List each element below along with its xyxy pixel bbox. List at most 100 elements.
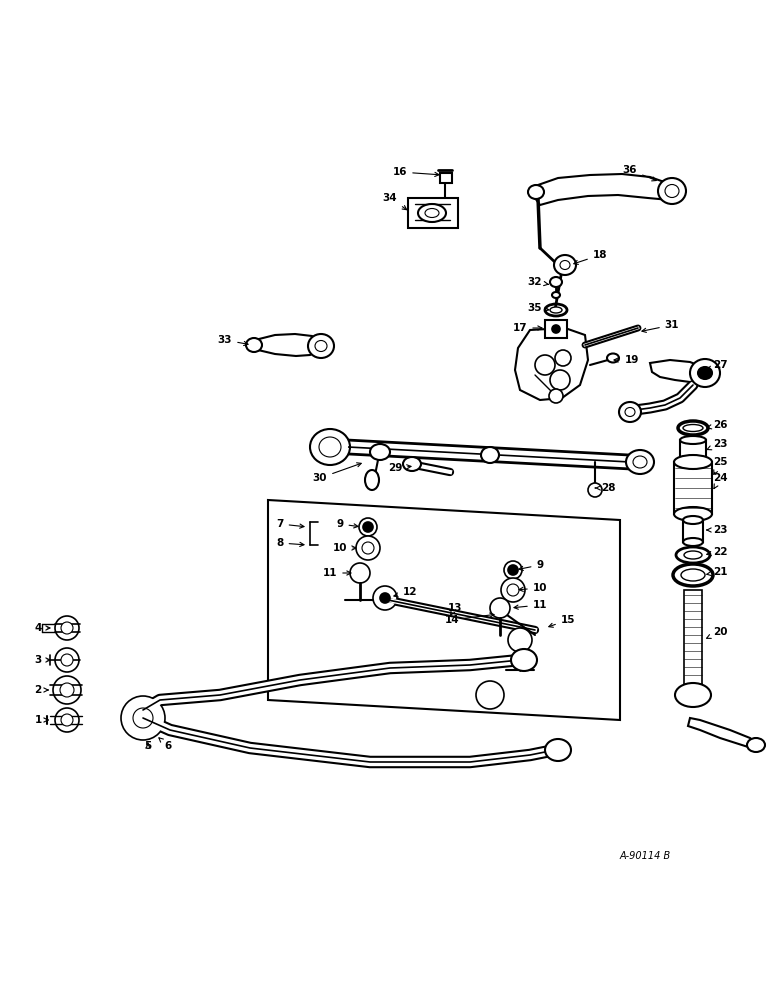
Text: 3: 3 — [35, 655, 50, 665]
Bar — [674, 462, 712, 514]
Circle shape — [476, 681, 504, 709]
Ellipse shape — [418, 204, 446, 222]
Text: 32: 32 — [528, 277, 548, 287]
Text: 10: 10 — [519, 583, 547, 593]
Text: 20: 20 — [706, 627, 727, 638]
Text: 23: 23 — [707, 525, 727, 535]
Ellipse shape — [481, 447, 499, 463]
Circle shape — [380, 593, 390, 603]
Circle shape — [508, 565, 518, 575]
Text: 19: 19 — [614, 355, 639, 365]
Text: 7: 7 — [276, 519, 304, 529]
Circle shape — [356, 536, 380, 560]
Circle shape — [555, 350, 571, 366]
Polygon shape — [535, 174, 672, 205]
Ellipse shape — [550, 307, 562, 313]
Bar — [684, 590, 702, 690]
Text: 11: 11 — [514, 600, 547, 610]
Circle shape — [490, 598, 510, 618]
Ellipse shape — [626, 450, 654, 474]
Text: 25: 25 — [713, 457, 727, 474]
Ellipse shape — [619, 402, 641, 422]
Ellipse shape — [545, 304, 567, 316]
Ellipse shape — [681, 569, 705, 581]
Text: 33: 33 — [218, 335, 248, 346]
Text: 26: 26 — [707, 420, 727, 430]
Polygon shape — [650, 360, 705, 382]
Ellipse shape — [308, 334, 334, 358]
Ellipse shape — [554, 255, 576, 275]
Ellipse shape — [246, 338, 262, 352]
Circle shape — [61, 714, 73, 726]
Text: 4: 4 — [34, 623, 50, 633]
Text: 21: 21 — [707, 567, 727, 577]
Text: 31: 31 — [642, 320, 679, 332]
Ellipse shape — [552, 292, 560, 298]
Ellipse shape — [680, 436, 706, 444]
Text: 12: 12 — [394, 587, 417, 597]
Bar — [680, 440, 706, 460]
Bar — [440, 173, 452, 183]
Text: 5: 5 — [144, 741, 151, 751]
Text: 35: 35 — [528, 303, 549, 313]
Bar — [683, 520, 703, 542]
Text: A-90114 B: A-90114 B — [619, 851, 671, 861]
Polygon shape — [268, 500, 620, 720]
Bar — [408, 198, 458, 228]
Ellipse shape — [665, 184, 679, 198]
Ellipse shape — [675, 683, 711, 707]
Text: 8: 8 — [276, 538, 304, 548]
Ellipse shape — [370, 444, 390, 460]
Circle shape — [363, 522, 373, 532]
Circle shape — [507, 584, 519, 596]
Circle shape — [508, 628, 532, 652]
Circle shape — [55, 616, 79, 640]
Circle shape — [350, 563, 370, 583]
Text: 34: 34 — [383, 193, 407, 210]
Ellipse shape — [680, 456, 706, 464]
Circle shape — [535, 355, 555, 375]
Circle shape — [373, 586, 397, 610]
Text: 17: 17 — [513, 323, 542, 333]
Ellipse shape — [365, 470, 379, 490]
Polygon shape — [255, 334, 320, 356]
Polygon shape — [515, 328, 588, 400]
Ellipse shape — [625, 408, 635, 416]
Ellipse shape — [698, 367, 712, 379]
Circle shape — [61, 622, 73, 634]
Text: 9: 9 — [337, 519, 358, 529]
Ellipse shape — [310, 429, 350, 465]
Ellipse shape — [528, 185, 544, 199]
Ellipse shape — [674, 507, 712, 521]
Ellipse shape — [403, 457, 421, 471]
Text: 29: 29 — [388, 463, 411, 473]
Circle shape — [588, 483, 602, 497]
Text: 27: 27 — [707, 360, 727, 370]
Circle shape — [501, 578, 525, 602]
Ellipse shape — [683, 424, 703, 432]
Polygon shape — [688, 718, 755, 748]
Text: 2: 2 — [35, 685, 48, 695]
Ellipse shape — [676, 547, 710, 563]
Text: 1: 1 — [35, 715, 48, 725]
Circle shape — [359, 518, 377, 536]
Ellipse shape — [690, 359, 720, 387]
Circle shape — [61, 654, 73, 666]
Circle shape — [504, 561, 522, 579]
Ellipse shape — [550, 277, 562, 287]
Ellipse shape — [683, 516, 703, 524]
Text: 16: 16 — [393, 167, 439, 177]
Circle shape — [362, 542, 374, 554]
Circle shape — [121, 696, 165, 740]
Bar — [545, 320, 567, 338]
Ellipse shape — [315, 340, 327, 352]
Text: 30: 30 — [313, 463, 361, 483]
Ellipse shape — [674, 455, 712, 469]
Ellipse shape — [545, 739, 571, 761]
Ellipse shape — [658, 178, 686, 204]
Ellipse shape — [683, 538, 703, 546]
Ellipse shape — [673, 564, 713, 586]
Circle shape — [550, 370, 570, 390]
Ellipse shape — [319, 437, 341, 457]
Text: 22: 22 — [707, 547, 727, 557]
